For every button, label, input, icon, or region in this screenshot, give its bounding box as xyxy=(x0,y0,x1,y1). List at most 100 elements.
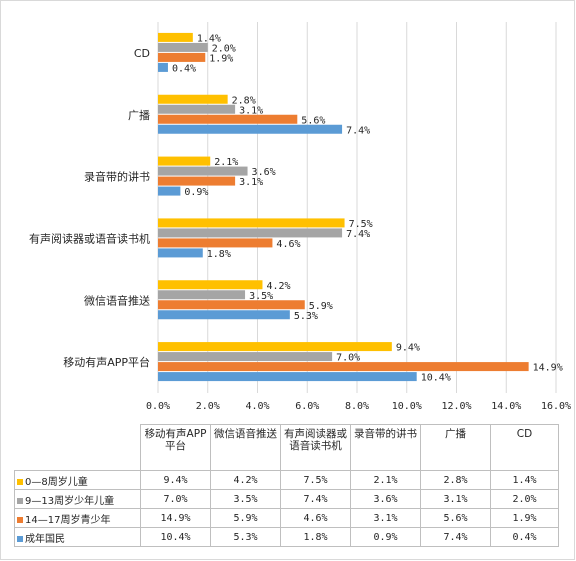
bar xyxy=(158,238,273,248)
x-tick-label: 4.0% xyxy=(245,401,269,412)
legend-swatch xyxy=(17,535,23,542)
table-header-cell: 广播 xyxy=(420,424,491,471)
x-tick-label: 8.0% xyxy=(345,401,369,412)
bar xyxy=(158,104,236,114)
x-tick-label: 2.0% xyxy=(196,401,220,412)
table-header-cell: 移动有声APP平台 xyxy=(140,424,211,471)
bar xyxy=(158,362,529,372)
bar xyxy=(158,32,193,42)
bar xyxy=(158,372,417,382)
category-labels: 移动有声APP平台 微信语音推送 有声阅读器或语音读书机 录音带的讲书 广播 CD xyxy=(29,47,150,369)
category-label: 广播 xyxy=(128,108,150,122)
table-cell: 5.9% xyxy=(210,508,281,528)
category-label: 移动有声APP平台 xyxy=(63,355,150,369)
table-row: 9—13周岁少年儿童 7.0% 3.5% 7.4% 3.6% 3.1% 2.0% xyxy=(14,489,559,509)
table-cell: 2.1% xyxy=(350,470,421,490)
table-cell: 4.2% xyxy=(210,470,281,490)
data-label: 0.9% xyxy=(184,187,208,198)
data-label: 4.2% xyxy=(266,281,290,292)
table-cell: 0.9% xyxy=(350,527,421,547)
bar xyxy=(158,218,345,228)
data-label: 5.6% xyxy=(301,115,325,126)
bar xyxy=(158,52,206,62)
table-cell: 3.1% xyxy=(420,489,491,509)
table-header-cell: 有声阅读器或语音读书机 xyxy=(280,424,351,471)
category-label: 有声阅读器或语音读书机 xyxy=(29,231,150,245)
data-label: 3.1% xyxy=(239,177,263,188)
category-label: 微信语音推送 xyxy=(84,293,150,307)
data-label: 14.9% xyxy=(533,363,563,374)
data-label: 7.5% xyxy=(349,219,373,230)
bar xyxy=(158,176,236,186)
legend-entry: 14—17周岁青少年 xyxy=(14,508,141,528)
data-label: 1.9% xyxy=(209,53,233,64)
table-cell: 3.1% xyxy=(350,508,421,528)
table-cell: 4.6% xyxy=(280,508,351,528)
legend-label: 0—8周岁儿童 xyxy=(25,476,88,488)
table-cell: 3.6% xyxy=(350,489,421,509)
data-table: 移动有声APP平台 微信语音推送 有声阅读器或语音读书机 录音带的讲书 广播 C… xyxy=(14,424,559,547)
data-label: 3.1% xyxy=(239,105,263,116)
bar xyxy=(158,310,290,320)
table-header-cell: CD xyxy=(490,424,559,471)
legend-label: 9—13周岁少年儿童 xyxy=(25,495,115,507)
legend-entry: 0—8周岁儿童 xyxy=(14,470,141,490)
x-tick-label: 16.0% xyxy=(541,401,571,412)
bar xyxy=(158,114,298,124)
bar xyxy=(158,248,203,258)
table-row: 14—17周岁青少年 14.9% 5.9% 4.6% 3.1% 5.6% 1.9% xyxy=(14,508,559,528)
category-label: CD xyxy=(134,47,150,60)
data-label: 7.4% xyxy=(346,229,370,240)
table-cell: 0.4% xyxy=(490,527,559,547)
bar xyxy=(158,342,392,352)
bar xyxy=(158,166,248,176)
x-tick-label: 14.0% xyxy=(491,401,521,412)
bar xyxy=(158,156,211,166)
legend-swatch xyxy=(17,497,23,504)
bar xyxy=(158,228,343,238)
table-cell: 10.4% xyxy=(140,527,211,547)
data-label: 7.4% xyxy=(346,125,370,136)
legend-label: 成年国民 xyxy=(25,533,65,545)
data-label: 0.4% xyxy=(172,63,196,74)
data-label: 5.3% xyxy=(294,311,318,322)
table-cell: 5.6% xyxy=(420,508,491,528)
data-label: 9.4% xyxy=(396,343,420,354)
data-labels: 9.4%7.0%14.9%10.4%4.2%3.5%5.9%5.3%7.5%7.… xyxy=(172,33,563,383)
x-tick-label: 0.0% xyxy=(146,401,170,412)
legend-swatch xyxy=(17,516,23,523)
data-label: 2.1% xyxy=(214,157,238,168)
table-cell: 7.5% xyxy=(280,470,351,490)
table-header-cell: 录音带的讲书 xyxy=(350,424,421,471)
data-label: 7.0% xyxy=(336,353,360,364)
bar xyxy=(158,94,228,104)
x-tick-label: 12.0% xyxy=(441,401,471,412)
bar-chart: 0.0% 2.0% 4.0% 6.0% 8.0% 10.0% 12.0% 14.0% 16.0%… xyxy=(29,22,571,412)
data-label: 2.0% xyxy=(212,43,236,54)
bar xyxy=(158,300,305,310)
table-cell: 14.9% xyxy=(140,508,211,528)
table-cell: 1.9% xyxy=(490,508,559,528)
table-cell: 7.4% xyxy=(420,527,491,547)
bar xyxy=(158,186,181,196)
table-cell: 7.4% xyxy=(280,489,351,509)
legend-swatch xyxy=(17,478,23,485)
table-cell: 5.3% xyxy=(210,527,281,547)
bar xyxy=(158,124,343,134)
table-row: 0—8周岁儿童 9.4% 4.2% 7.5% 2.1% 2.8% 1.4% xyxy=(14,470,559,490)
bars xyxy=(158,32,529,382)
bar xyxy=(158,42,208,52)
category-label: 录音带的讲书 xyxy=(84,170,150,184)
table-cell: 1.8% xyxy=(280,527,351,547)
table-header-cell: 微信语音推送 xyxy=(210,424,281,471)
data-label: 10.4% xyxy=(421,373,451,384)
data-label: 1.8% xyxy=(207,249,231,260)
legend-label: 14—17周岁青少年 xyxy=(25,514,111,526)
table-cell: 3.5% xyxy=(210,489,281,509)
bar xyxy=(158,62,168,72)
x-axis-ticks: 0.0% 2.0% 4.0% 6.0% 8.0% 10.0% 12.0% 14.0% 16.0% xyxy=(146,401,571,412)
x-tick-label: 10.0% xyxy=(392,401,422,412)
bar xyxy=(158,290,246,300)
table-cell: 7.0% xyxy=(140,489,211,509)
